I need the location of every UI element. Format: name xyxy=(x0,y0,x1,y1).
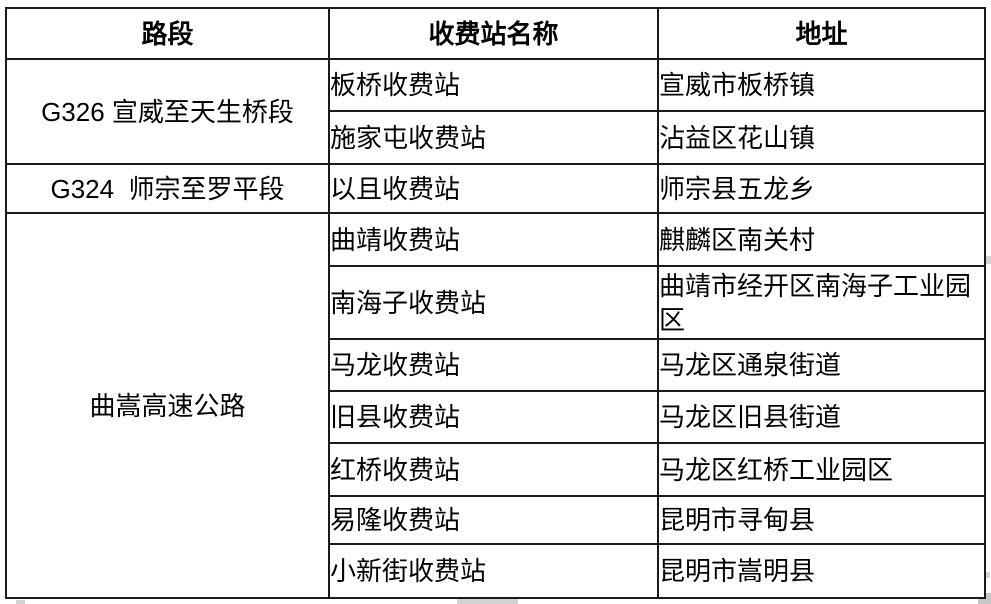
edge-tick-artifact xyxy=(984,572,990,578)
table-row: 易隆收费站 昆明市寻甸县 xyxy=(6,495,986,545)
address-cell: 马龙区红桥工业园区 xyxy=(657,442,986,497)
table-row: 马龙收费站 马龙区通泉街道 xyxy=(6,338,986,392)
station-cell: 小新街收费站 xyxy=(328,543,659,599)
toll-stations-table: 路段 收费站名称 地址 G326 宣威至天生桥段 板桥收费站 宣威市板桥镇 施家… xyxy=(5,7,986,599)
station-cell: 易隆收费站 xyxy=(328,495,659,545)
station-cell: 旧县收费站 xyxy=(328,390,659,444)
table-row: 旧县收费站 马龙区旧县街道 xyxy=(6,390,986,444)
address-cell: 昆明市嵩明县 xyxy=(657,543,986,599)
station-cell: 南海子收费站 xyxy=(328,265,659,340)
address-cell: 宣威市板桥镇 xyxy=(657,58,986,112)
edge-tick-artifact xyxy=(986,256,991,264)
table-row: 小新街收费站 昆明市嵩明县 xyxy=(6,543,986,599)
address-cell: 曲靖市经开区南海子工业园区 xyxy=(657,265,986,340)
header-cell-station-name: 收费站名称 xyxy=(328,7,659,60)
scrollbar-thumb-fragment[interactable] xyxy=(457,599,518,604)
address-cell: 麒麟区南关村 xyxy=(657,212,986,267)
station-cell: 曲靖收费站 xyxy=(328,212,659,267)
edge-handle-artifact xyxy=(16,600,25,604)
table-row: 施家屯收费站 沾益区花山镇 xyxy=(6,110,986,165)
section-cell-qusong: 曲嵩高速公路 xyxy=(5,212,330,599)
table-row: 南海子收费站 曲靖市经开区南海子工业园区 xyxy=(6,265,986,340)
header-row: 路段 收费站名称 地址 xyxy=(5,7,986,60)
table-row: 红桥收费站 马龙区红桥工业园区 xyxy=(6,442,986,497)
address-cell: 师宗县五龙乡 xyxy=(657,163,986,214)
station-cell: 板桥收费站 xyxy=(328,58,659,112)
section-cell-g326: G326 宣威至天生桥段 xyxy=(5,58,330,165)
table-row: 曲嵩高速公路 曲靖收费站 麒麟区南关村 xyxy=(5,212,986,599)
station-cell: 施家屯收费站 xyxy=(328,110,659,165)
header-cell-road-section: 路段 xyxy=(5,7,330,60)
address-cell: 昆明市寻甸县 xyxy=(657,495,986,545)
table-row: G324 师宗至罗平段 以且收费站 师宗县五龙乡 xyxy=(5,163,986,214)
header-cell-address: 地址 xyxy=(657,7,986,60)
station-cell: 以且收费站 xyxy=(328,163,659,214)
station-cell: 马龙收费站 xyxy=(328,338,659,392)
address-cell: 马龙区通泉街道 xyxy=(657,338,986,392)
section-cell-g324: G324 师宗至罗平段 xyxy=(5,163,330,214)
address-cell: 沾益区花山镇 xyxy=(657,110,986,165)
station-cell: 红桥收费站 xyxy=(328,442,659,497)
table-row: G326 宣威至天生桥段 板桥收费站 宣威市板桥镇 xyxy=(5,58,986,165)
address-cell: 马龙区旧县街道 xyxy=(657,390,986,444)
